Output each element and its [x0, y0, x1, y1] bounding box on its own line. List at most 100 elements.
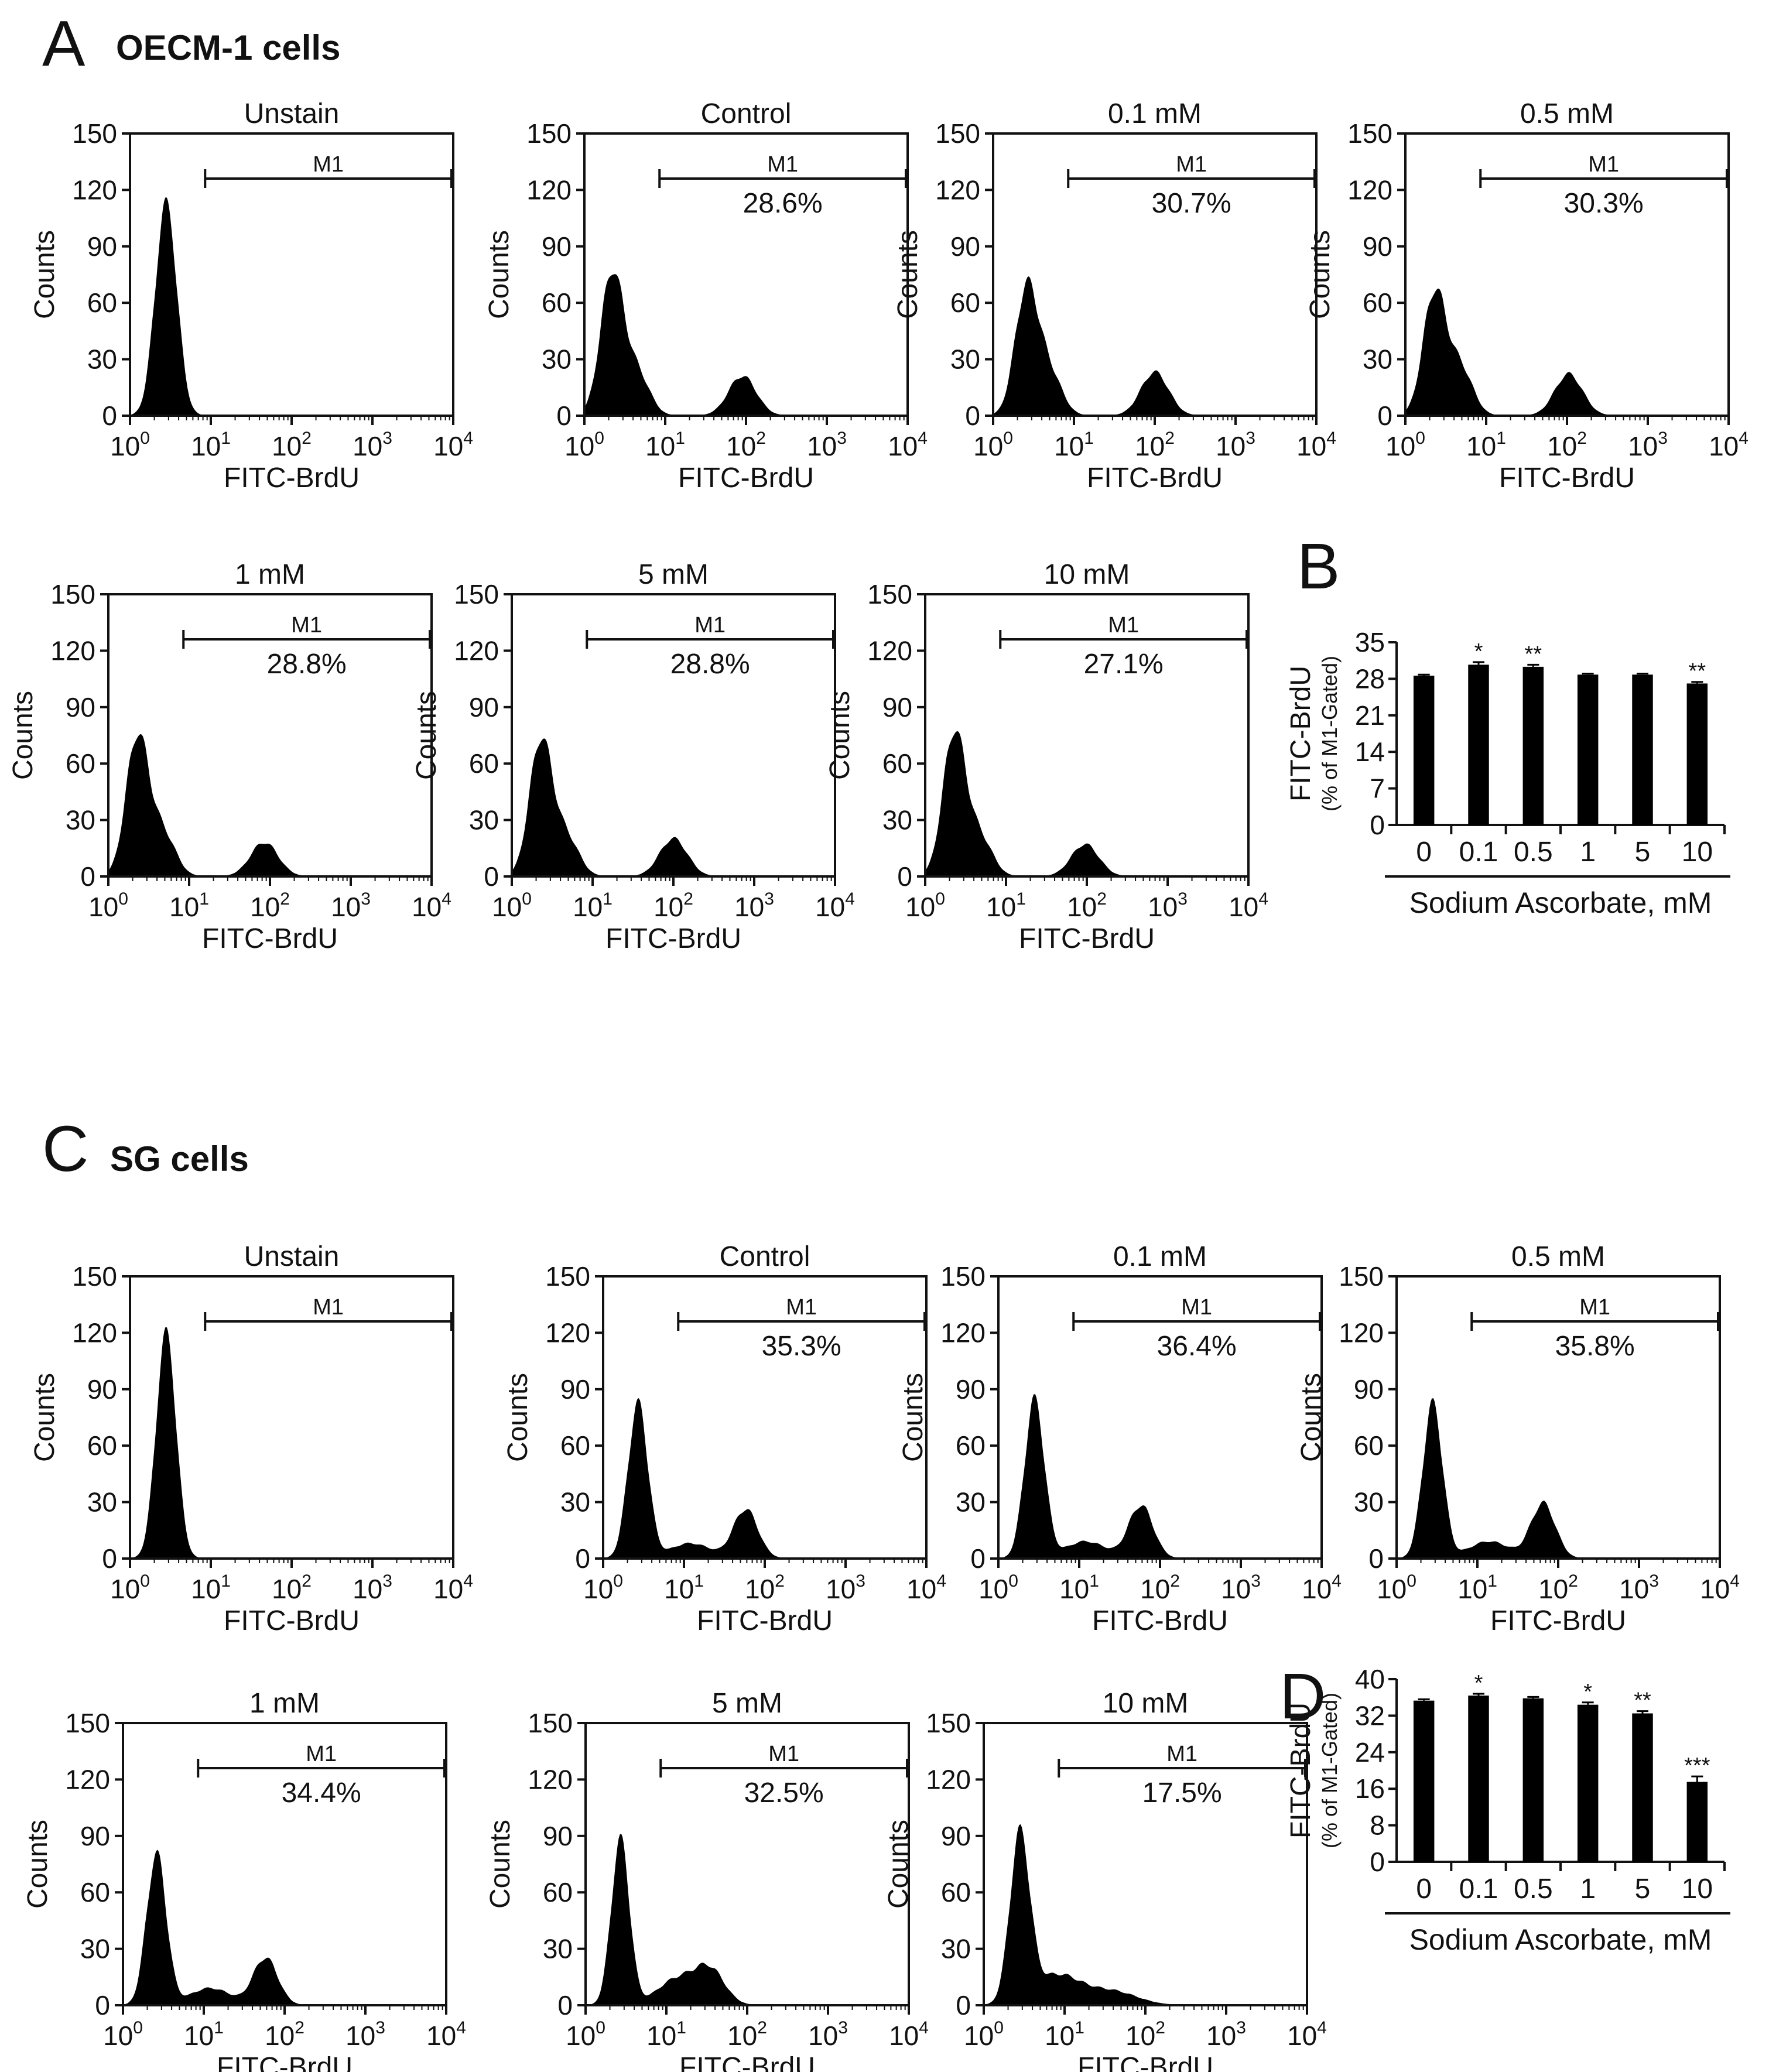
histogram-chart: 1 mM 0 30 60 90 120 150 Counts 100 101 102 103 104 FI… [8, 559, 451, 954]
bar [1577, 674, 1599, 825]
x-tick-label: 102 [1547, 429, 1587, 461]
x-tick-label: 102 [653, 889, 693, 922]
category-label: 5 [1635, 837, 1651, 868]
category-label: 0 [1416, 1874, 1432, 1905]
y-tick-label: 0 [970, 1543, 986, 1574]
x-tick-label: 101 [664, 1571, 704, 1604]
x-axis-label: FITC-BrdU [1077, 2052, 1213, 2072]
x-tick-label: 101 [184, 2018, 224, 2051]
y-tick-label: 120 [454, 635, 499, 666]
y-axis-label: Counts [892, 230, 923, 319]
gate-label: M1 [694, 613, 726, 638]
x-tick-label: 104 [412, 889, 451, 922]
x-tick-label: 101 [191, 429, 231, 461]
y-tick-label: 150 [528, 1708, 573, 1738]
gate-label: M1 [1579, 1295, 1610, 1320]
category-label: 1 [1580, 837, 1596, 868]
x-tick-label: 103 [807, 429, 847, 461]
y-tick-label: 90 [469, 692, 499, 722]
y-tick-label: 60 [941, 1877, 971, 1907]
y-tick-label: 14 [1355, 737, 1385, 767]
x-tick-label: 102 [1538, 1571, 1578, 1604]
y-tick-label: 0 [80, 861, 95, 892]
y-tick-label: 150 [72, 1261, 117, 1292]
gate-label: M1 [1166, 1742, 1197, 1766]
x-tick-label: 103 [734, 889, 774, 922]
x-tick-label: 104 [1287, 2018, 1327, 2051]
y-tick-label: 0 [1370, 810, 1385, 840]
gate-percent: 35.3% [762, 1331, 841, 1362]
significance-marker: *** [1684, 1754, 1710, 1778]
panel-a-title: OECM-1 cells [116, 28, 340, 67]
y-tick-label: 120 [65, 1764, 110, 1794]
significance-marker: ** [1634, 1689, 1651, 1713]
y-tick-label: 30 [87, 344, 117, 375]
histogram-fill [998, 1394, 1322, 1559]
y-tick-label: 0 [95, 1990, 110, 2020]
x-tick-label: 103 [353, 429, 392, 461]
histogram-fill [925, 731, 1248, 877]
panel-d-letter: D [1279, 1660, 1326, 1732]
x-tick-label: 102 [250, 889, 290, 922]
y-tick-label: 0 [575, 1543, 590, 1574]
y-tick-label: 30 [941, 1934, 971, 1964]
histogram-chart: 10 mM 0 30 60 90 120 150 Counts 100 101 102 103 104 F… [883, 1688, 1327, 2072]
histogram-chart: 5 mM 0 30 60 90 120 150 Counts 100 101 102 103 104 FI… [485, 1688, 929, 2072]
y-tick-label: 28 [1355, 663, 1385, 694]
x-tick-label: 104 [1700, 1571, 1740, 1604]
x-tick-label: 100 [564, 429, 604, 461]
x-tick-label: 103 [1619, 1571, 1659, 1604]
x-tick-label: 104 [426, 2018, 466, 2051]
gate-percent: 32.5% [744, 1778, 824, 1809]
bar [1522, 1698, 1544, 1862]
y-tick-label: 60 [882, 748, 912, 779]
y-tick-label: 60 [87, 1430, 117, 1461]
bar-chart: 0 7 14 21 28 35 0 * 0.1 ** 0.5 1 5 ** 10 Sodium Ascorba… [1285, 627, 1730, 919]
x-axis-label: Sodium Ascorbate, mM [1409, 886, 1712, 919]
chart-title: 0.1 mM [1108, 98, 1202, 129]
x-axis-label: FITC-BrdU [605, 923, 741, 954]
category-label: 0.1 [1459, 837, 1498, 868]
x-tick-label: 101 [646, 2018, 686, 2051]
histogram-chart: 1 mM 0 30 60 90 120 150 Counts 100 101 102 103 104 FI… [22, 1688, 466, 2072]
bar [1686, 683, 1708, 825]
x-tick-label: 100 [978, 1571, 1018, 1604]
y-tick-label: 30 [87, 1487, 117, 1518]
significance-marker: ** [1525, 642, 1542, 666]
x-tick-label: 102 [272, 1571, 312, 1604]
y-tick-label: 30 [543, 1934, 573, 1964]
y-tick-label: 16 [1355, 1773, 1385, 1804]
y-tick-label: 120 [940, 1317, 986, 1348]
x-tick-label: 100 [964, 2018, 1004, 2051]
chart-title: Unstain [244, 1241, 340, 1272]
gate-label: M1 [786, 1295, 817, 1320]
y-tick-label: 150 [50, 579, 95, 609]
x-tick-label: 100 [103, 2018, 143, 2051]
y-tick-label: 60 [66, 748, 95, 779]
chart-title: 1 mM [249, 1688, 320, 1719]
gate-label: M1 [1588, 152, 1619, 177]
y-tick-label: 60 [956, 1430, 986, 1461]
y-axis-label: FITC-BrdU [1285, 666, 1316, 802]
histogram-chart: 0.5 mM 0 30 60 90 120 150 Counts 100 101 102 103 104… [1305, 98, 1749, 494]
chart-title: 0.5 mM [1520, 98, 1614, 129]
y-tick-label: 60 [469, 748, 499, 779]
histogram-chart: 10 mM 0 30 60 90 120 150 Counts 100 101 102 103 104 F… [824, 559, 1268, 954]
x-tick-label: 103 [1206, 2018, 1246, 2051]
gate-percent: 35.8% [1555, 1331, 1635, 1362]
y-tick-label: 90 [1354, 1374, 1384, 1405]
x-tick-label: 100 [566, 2018, 605, 2051]
histogram-chart: Unstain 0 30 60 90 120 150 Counts 100 101 102 103 10… [29, 1241, 473, 1636]
y-tick-label: 8 [1370, 1810, 1385, 1841]
x-tick-label: 104 [1296, 429, 1336, 461]
x-tick-label: 102 [726, 429, 766, 461]
histogram-chart: Control 0 30 60 90 120 150 Counts 100 101 102 103 10… [502, 1241, 946, 1636]
x-tick-label: 100 [1385, 429, 1425, 461]
x-tick-label: 101 [1466, 429, 1506, 461]
x-tick-label: 103 [1216, 429, 1255, 461]
y-tick-label: 120 [1339, 1317, 1384, 1348]
category-label: 10 [1682, 837, 1713, 868]
y-tick-label: 120 [1347, 174, 1392, 205]
